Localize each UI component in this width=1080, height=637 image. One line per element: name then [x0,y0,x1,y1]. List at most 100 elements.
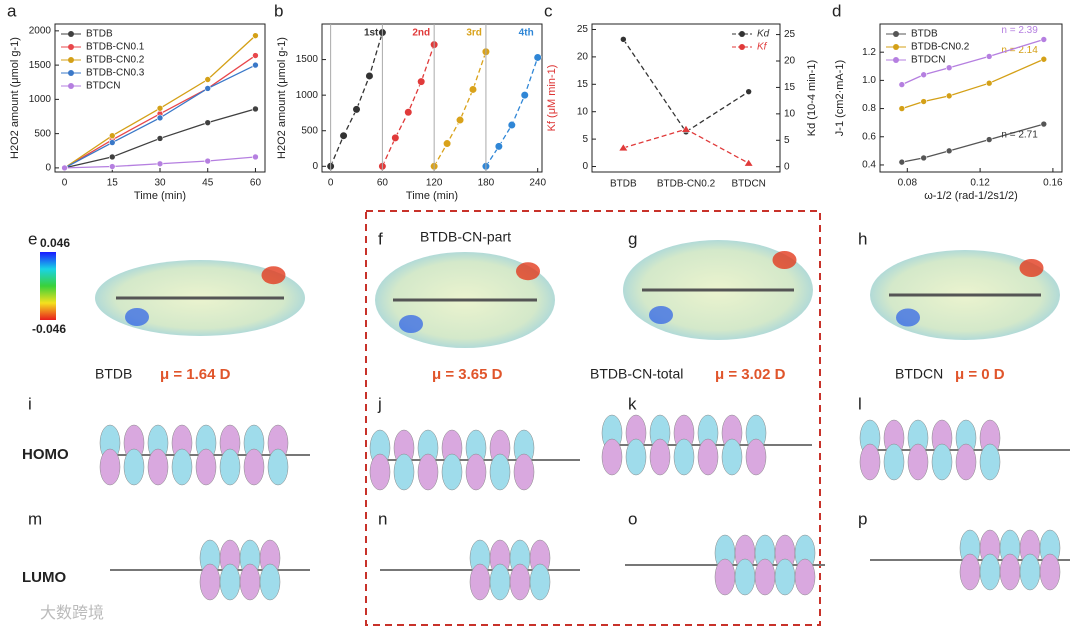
legend-marker [68,83,74,89]
x-tick-label: 60 [377,178,389,189]
orbital-lobe [907,443,929,481]
y-tick-label: 10 [577,106,589,117]
data-point [204,85,212,92]
panel-letter: d [832,1,841,20]
x-tick-label: 0.16 [1043,178,1063,189]
dipole: μ = 3.65 D [432,366,503,383]
orbital-lobe [441,453,463,491]
orbital-lobe [489,563,511,601]
y-tick-label: 5 [582,134,588,145]
panel-letter: j [377,394,382,413]
data-point [985,79,993,87]
data-point [252,52,259,59]
esp-spot [649,306,673,324]
x-axis-label: Time (min) [406,190,458,202]
panel-letter: m [28,509,42,528]
x-tick-label: BTDCN [731,179,765,190]
y2-tick-label: 25 [784,29,796,40]
y2-tick-label: 15 [784,82,796,93]
panel-letter: f [378,229,383,248]
data-point [352,105,361,114]
orbital-lobe [734,558,756,596]
legend-marker [893,31,899,37]
data-point [620,36,627,43]
x-tick-label: 45 [202,178,214,189]
orbital-lobe [754,558,776,596]
data-point [156,135,164,142]
orbital-lobe [239,563,261,601]
data-point [417,77,426,86]
panel-letter: k [628,394,637,413]
orbital-lobe [219,563,241,601]
data-point [985,53,993,60]
x-tick-label: 240 [529,178,546,189]
legend-label: BTDB [86,29,113,40]
data-point [204,157,212,165]
esp-spot [772,251,797,269]
data-point [1040,55,1048,63]
y-tick-label: 20 [577,52,589,63]
orbital-lobe [195,448,217,486]
orbital-lobe [513,453,535,491]
watermark: 大数跨境 [40,603,104,622]
x-tick-label: 15 [107,178,119,189]
y2-tick-label: 5 [784,135,790,146]
orbital-lobe [147,448,169,486]
legend-label: BTDB-CN0.2 [86,55,145,66]
data-point [618,143,629,152]
data-point [442,139,452,148]
data-point [945,147,953,155]
y-tick-label: 0.6 [862,131,876,142]
data-point [898,105,906,112]
panel-letter: g [628,229,637,248]
data-point [156,104,164,112]
esp-spot [516,262,540,281]
data-point [204,76,212,83]
plot-frame [321,23,543,173]
legend-marker [893,57,899,63]
orbital-lobe [1039,553,1061,591]
x-axis-label: Time (min) [134,190,186,202]
data-point [391,133,400,142]
data-point [898,81,906,88]
data-point [743,158,754,167]
data-point [61,164,68,172]
legend-marker [68,44,74,50]
panel-letter: o [628,509,637,528]
legend-label: 2nd [412,28,430,39]
panel-letter: i [28,394,32,413]
y-axis-label: H2O2 amount (μmol g-1) [9,37,21,159]
panel-letter: a [7,1,17,20]
y-tick-label: 1.2 [862,47,876,58]
legend-label: 4th [519,28,534,39]
data-point [494,142,503,151]
series-annotation: n = 2.39 [1001,25,1038,36]
legend-label: BTDCN [911,55,945,66]
x-tick-label: 0.12 [970,178,990,189]
data-point [204,119,212,126]
orbital-lobe [267,448,289,486]
y-tick-label: 0.8 [862,103,876,114]
series-annotation: n = 2.14 [1001,45,1038,56]
y-tick-label: 1000 [29,94,52,105]
y2-tick-label: 20 [784,56,796,67]
data-point [108,153,116,161]
legend-label: 1st [364,28,379,39]
legend-marker [68,57,74,63]
orbital-lobe [649,438,671,476]
orbital-lobe [529,563,551,601]
x-tick-label: 120 [426,178,443,189]
data-point [252,105,259,113]
legend-marker [739,44,745,50]
y-tick-label: 0 [312,161,318,172]
y-tick-label: 1000 [296,90,319,101]
x-tick-label: 0.08 [898,178,918,189]
data-point [920,154,927,162]
data-point [156,160,164,168]
esp-spot [896,308,920,327]
legend-label: BTDB-CN0.2 [911,42,970,53]
y2-tick-label: 10 [784,108,796,119]
legend-marker [68,31,74,37]
series-line [330,32,384,167]
